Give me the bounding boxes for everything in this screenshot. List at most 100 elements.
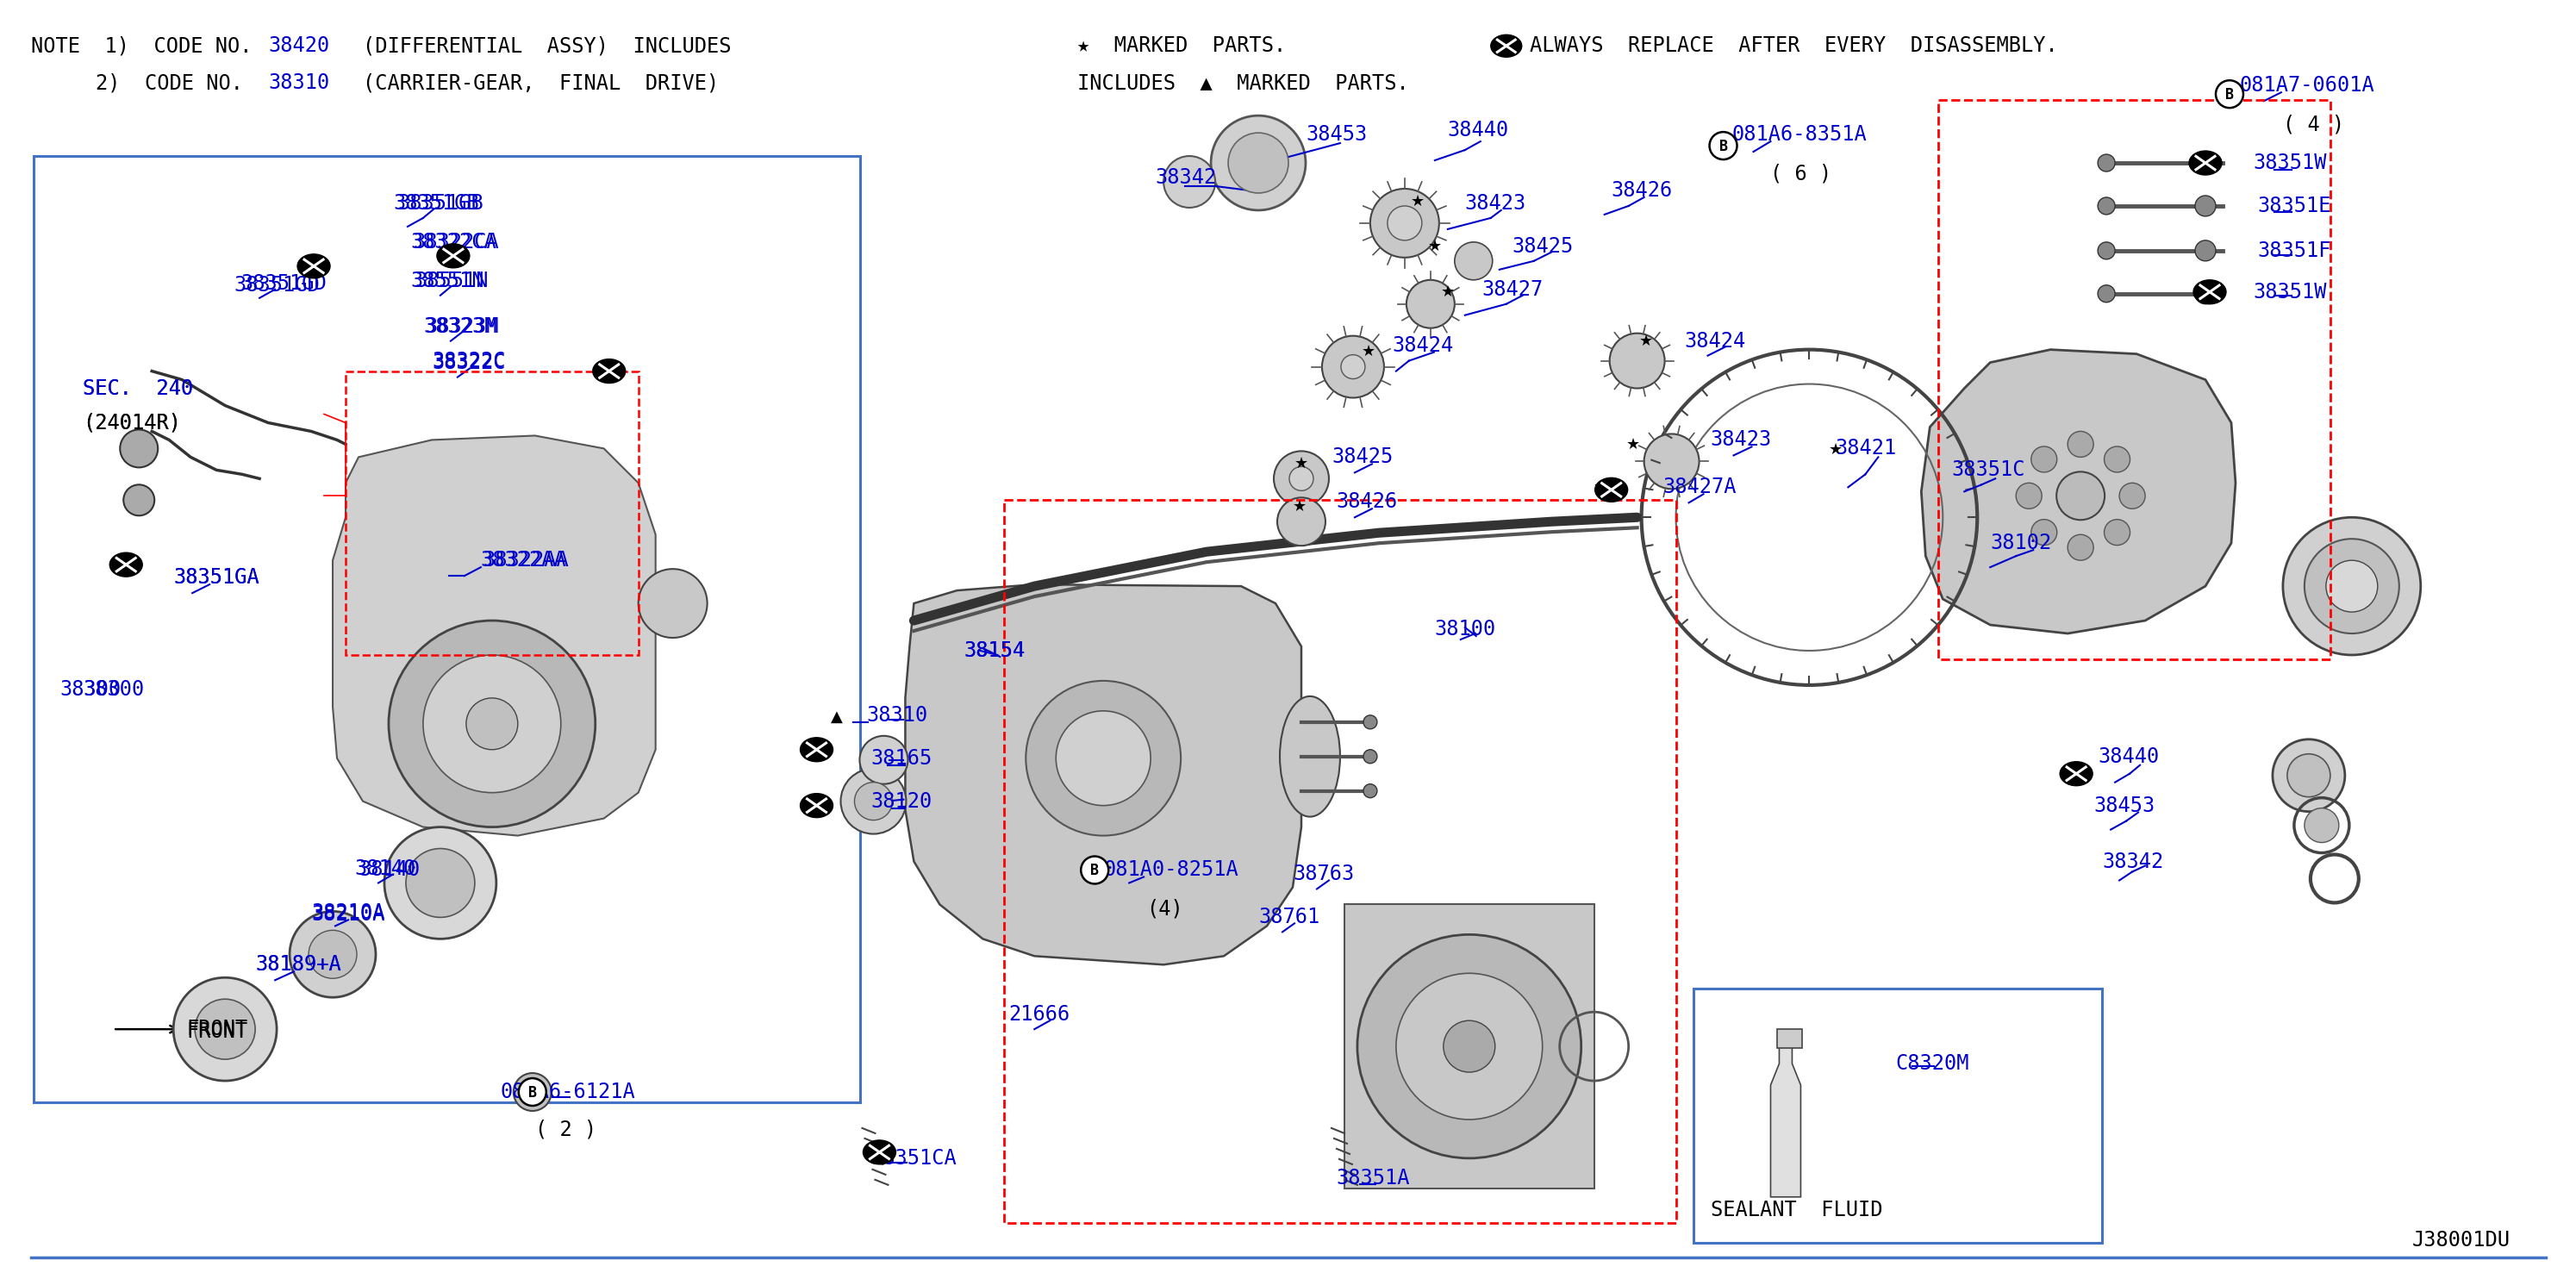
Text: ★: ★	[1638, 334, 1654, 349]
Text: 38763: 38763	[1293, 865, 1355, 885]
Text: 38453: 38453	[2094, 796, 2156, 816]
Circle shape	[1291, 467, 1314, 491]
Ellipse shape	[296, 255, 330, 279]
Text: ★: ★	[1293, 457, 1309, 472]
Circle shape	[2326, 560, 2378, 611]
Circle shape	[2272, 739, 2344, 812]
Text: ★: ★	[1592, 480, 1607, 495]
Circle shape	[124, 485, 155, 515]
Circle shape	[2306, 808, 2339, 843]
Ellipse shape	[801, 793, 832, 817]
Text: NOTE  1)  CODE NO.: NOTE 1) CODE NO.	[31, 36, 252, 56]
Ellipse shape	[438, 244, 469, 267]
Text: (24014R): (24014R)	[82, 412, 180, 434]
Text: 38551N: 38551N	[415, 270, 489, 292]
Text: 38322C: 38322C	[433, 352, 505, 373]
Text: ★: ★	[1427, 239, 1443, 255]
Text: ★: ★	[1412, 194, 1425, 210]
Text: 38310: 38310	[866, 705, 927, 725]
Text: 38426: 38426	[1337, 491, 1396, 512]
Text: 38425: 38425	[1332, 446, 1394, 467]
Text: 38440: 38440	[2097, 746, 2159, 767]
Text: (CARRIER-GEAR,  FINAL  DRIVE): (CARRIER-GEAR, FINAL DRIVE)	[363, 73, 719, 93]
Circle shape	[1358, 935, 1582, 1159]
Text: 2)  CODE NO.: 2) CODE NO.	[95, 73, 242, 93]
Circle shape	[1610, 334, 1664, 389]
Circle shape	[2215, 81, 2244, 107]
Ellipse shape	[1595, 478, 1628, 501]
Text: 38210A: 38210A	[312, 904, 384, 925]
Text: 38427: 38427	[1481, 279, 1543, 299]
Circle shape	[1342, 354, 1365, 379]
Ellipse shape	[2190, 151, 2221, 175]
Text: 38120: 38120	[871, 790, 933, 812]
Text: B: B	[2226, 87, 2233, 102]
Polygon shape	[904, 585, 1301, 964]
Text: ( 2 ): ( 2 )	[536, 1119, 598, 1140]
Text: 38425: 38425	[1512, 237, 1574, 257]
Text: 38102: 38102	[1991, 533, 2050, 554]
Bar	[1940, 100, 2331, 659]
Ellipse shape	[592, 359, 626, 384]
Circle shape	[2069, 535, 2094, 560]
Text: 38351GB: 38351GB	[394, 193, 479, 214]
Circle shape	[1321, 336, 1383, 398]
Text: ★  MARKED  PARTS.: ★ MARKED PARTS.	[1077, 36, 1285, 56]
Circle shape	[289, 912, 376, 998]
Ellipse shape	[801, 738, 832, 762]
Text: ★: ★	[1625, 436, 1641, 451]
Circle shape	[384, 828, 497, 939]
Circle shape	[1025, 680, 1180, 835]
Text: 38423: 38423	[1466, 193, 1528, 214]
Text: 38165: 38165	[871, 748, 933, 769]
Circle shape	[2105, 446, 2130, 472]
Text: 38154: 38154	[963, 641, 1025, 661]
Bar	[33, 156, 860, 1102]
Text: ★: ★	[1829, 443, 1842, 458]
Text: J38001DU: J38001DU	[2411, 1229, 2512, 1251]
Text: 38351E: 38351E	[2257, 196, 2331, 216]
Text: 38424: 38424	[1391, 335, 1453, 356]
Text: 38322CA: 38322CA	[410, 231, 497, 252]
Text: 38322AA: 38322AA	[484, 550, 569, 570]
Text: B: B	[528, 1085, 536, 1101]
Text: ★: ★	[1363, 344, 1376, 359]
Circle shape	[1363, 715, 1378, 729]
Circle shape	[2030, 519, 2058, 545]
Text: ( 6 ): ( 6 )	[1770, 162, 1832, 184]
Text: ▲: ▲	[829, 709, 842, 725]
Text: 38426: 38426	[1613, 180, 1672, 201]
Text: B: B	[1718, 139, 1728, 155]
Circle shape	[1273, 451, 1329, 506]
Polygon shape	[332, 436, 654, 835]
Text: 38351GB: 38351GB	[397, 193, 484, 214]
Circle shape	[1710, 132, 1736, 160]
Text: ★: ★	[1293, 499, 1306, 514]
Circle shape	[860, 735, 907, 784]
Circle shape	[422, 655, 562, 793]
Text: SEC.  240: SEC. 240	[82, 379, 193, 399]
Circle shape	[639, 569, 708, 638]
Circle shape	[2120, 483, 2146, 509]
Text: 38300: 38300	[82, 679, 144, 700]
Text: 38761: 38761	[1257, 907, 1319, 927]
Text: 38189+A: 38189+A	[255, 954, 340, 975]
Circle shape	[1056, 711, 1151, 806]
Circle shape	[173, 977, 276, 1081]
Text: 38351F: 38351F	[2257, 240, 2331, 261]
Circle shape	[518, 1078, 546, 1106]
Circle shape	[2017, 483, 2043, 509]
Text: 38323M: 38323M	[422, 316, 497, 336]
Text: 38551N: 38551N	[410, 270, 484, 292]
Text: 38427A: 38427A	[1664, 477, 1736, 498]
Ellipse shape	[863, 1140, 896, 1164]
Circle shape	[2056, 472, 2105, 521]
Text: ( 4 ): ( 4 )	[2282, 114, 2344, 134]
Text: 081A6-6121A: 081A6-6121A	[500, 1082, 636, 1102]
Text: 21666: 21666	[1010, 1004, 1069, 1024]
Circle shape	[2097, 285, 2115, 302]
Text: (4): (4)	[1146, 898, 1182, 920]
Circle shape	[1211, 115, 1306, 210]
Circle shape	[1082, 856, 1108, 884]
Circle shape	[840, 769, 907, 834]
